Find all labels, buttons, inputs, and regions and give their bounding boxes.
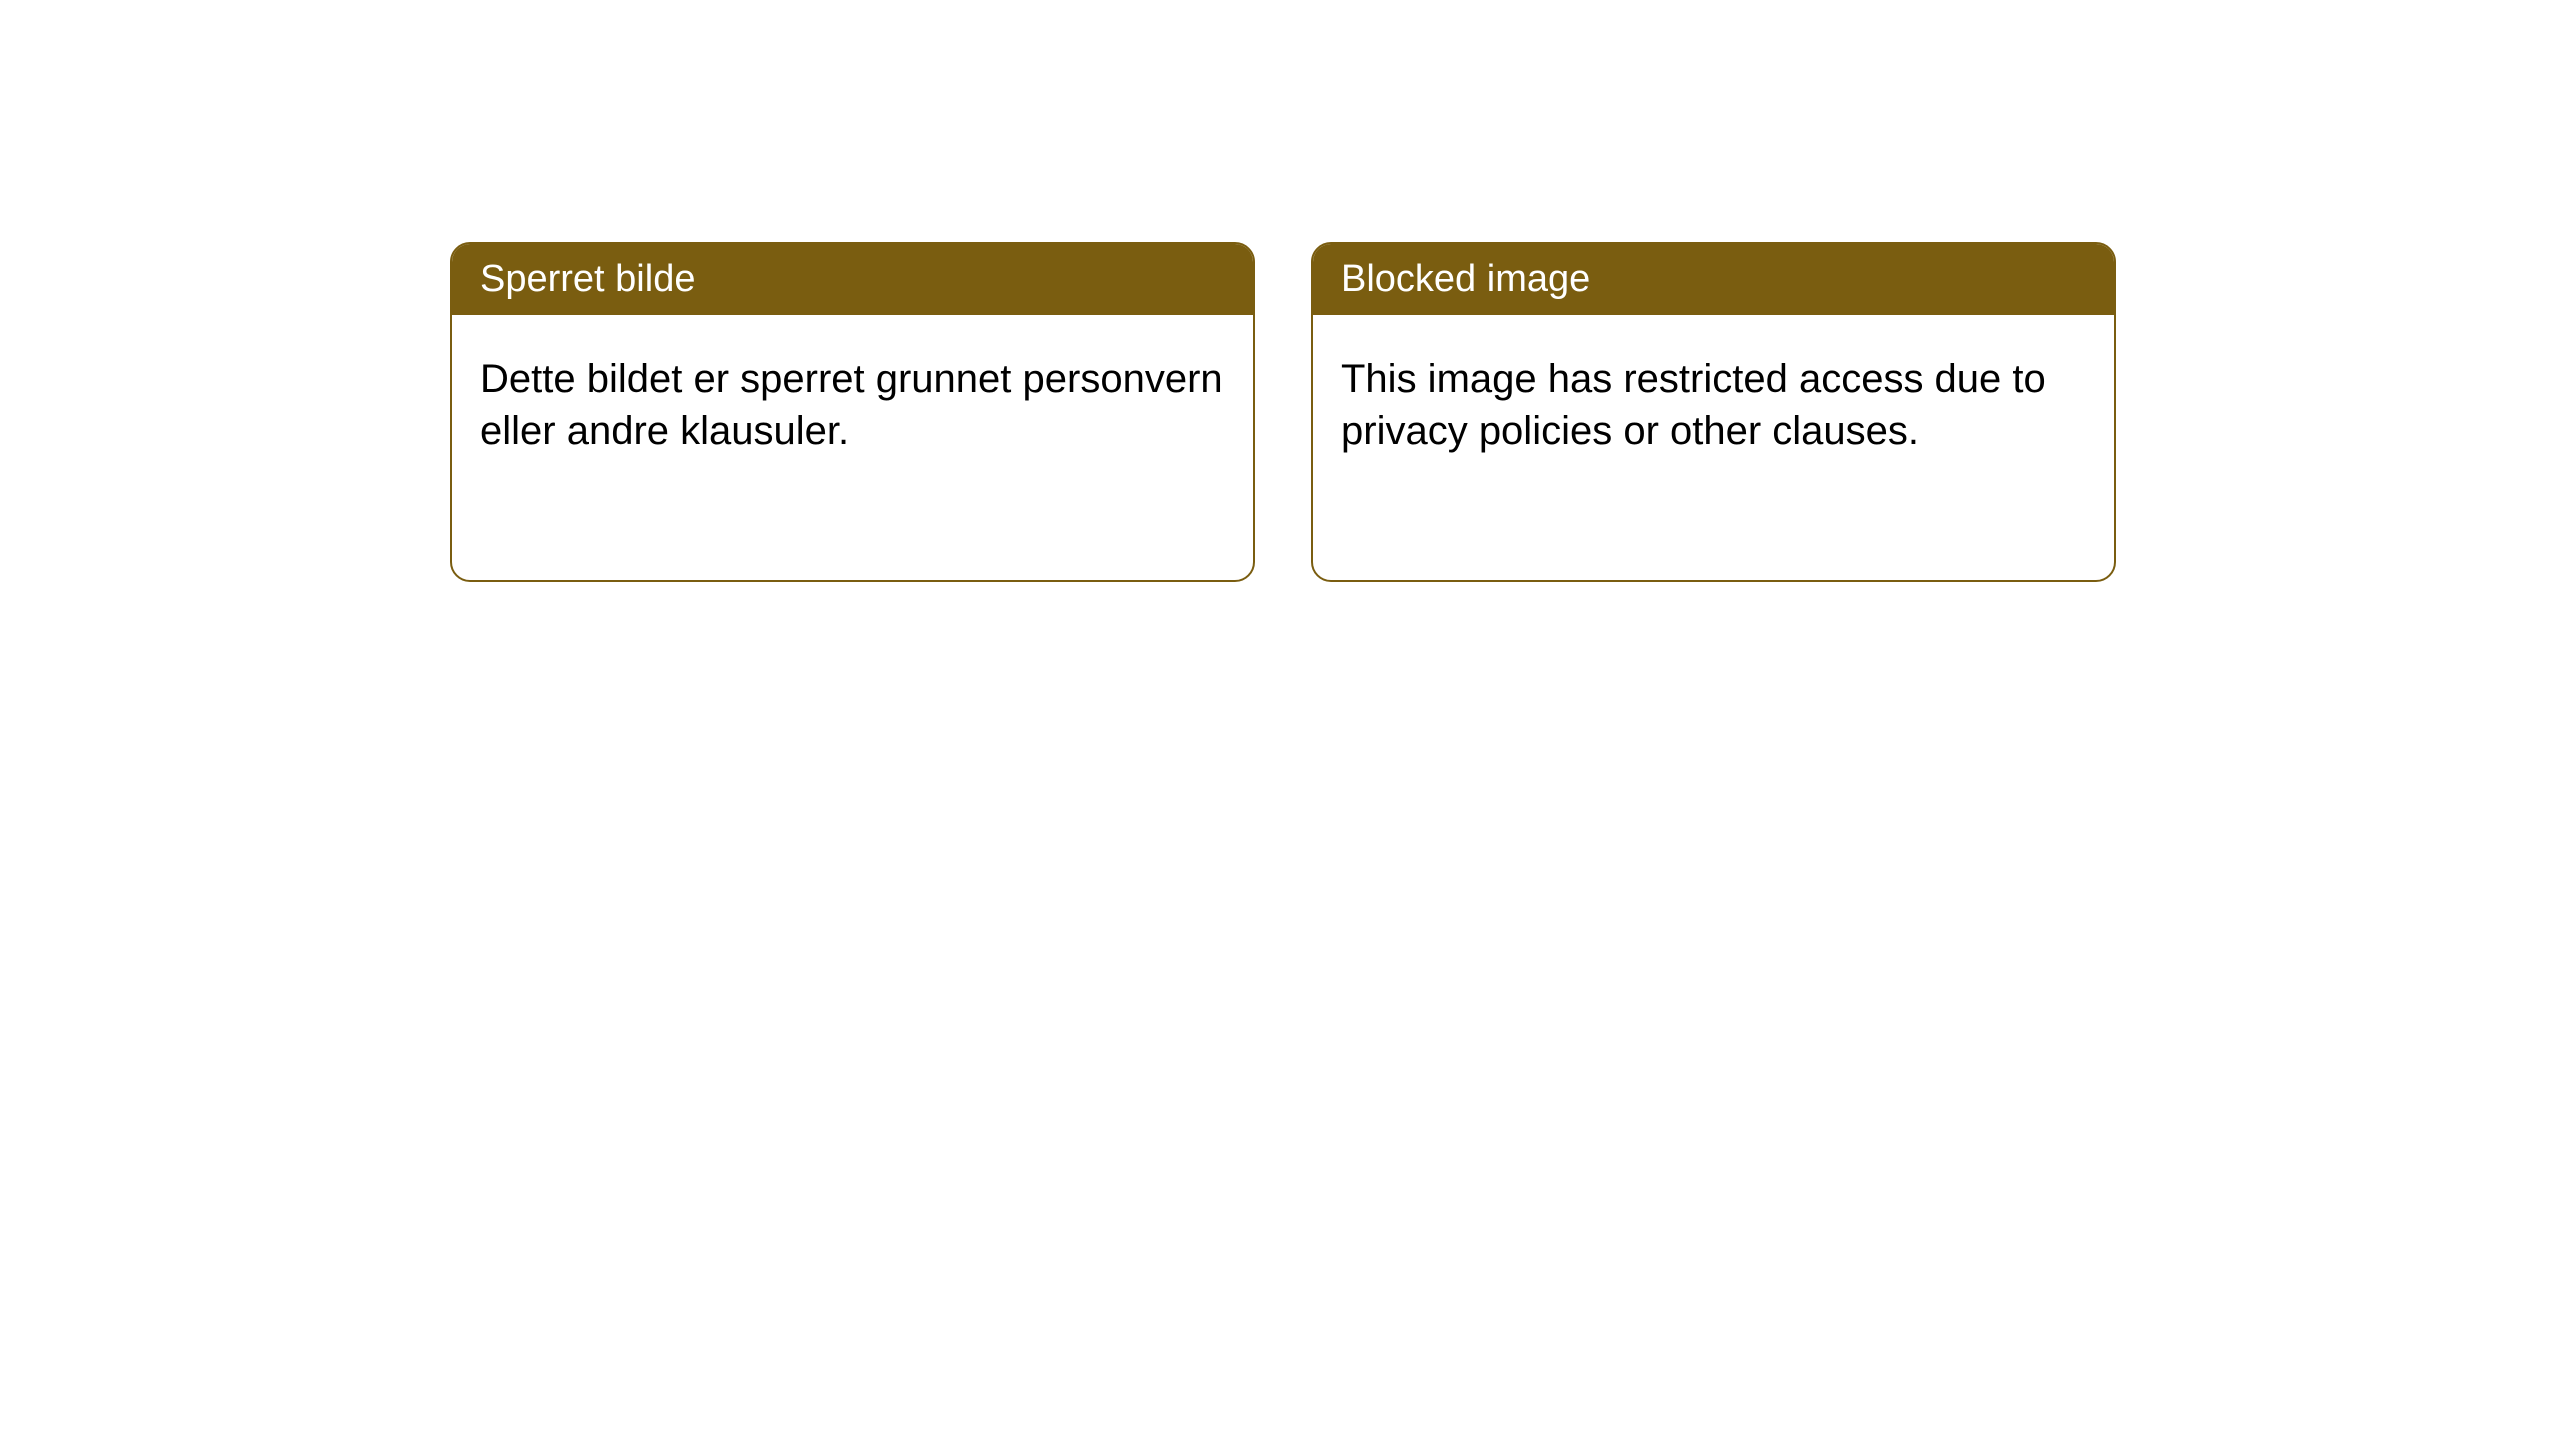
card-message: This image has restricted access due to … (1341, 357, 2046, 453)
blocked-image-card-no: Sperret bilde Dette bildet er sperret gr… (450, 242, 1255, 582)
notice-cards-container: Sperret bilde Dette bildet er sperret gr… (450, 242, 2116, 582)
card-title: Sperret bilde (480, 258, 695, 300)
blocked-image-card-en: Blocked image This image has restricted … (1311, 242, 2116, 582)
card-body: This image has restricted access due to … (1313, 315, 2114, 495)
card-message: Dette bildet er sperret grunnet personve… (480, 357, 1223, 453)
card-header: Sperret bilde (452, 244, 1253, 315)
card-title: Blocked image (1341, 258, 1590, 300)
card-header: Blocked image (1313, 244, 2114, 315)
card-body: Dette bildet er sperret grunnet personve… (452, 315, 1253, 495)
